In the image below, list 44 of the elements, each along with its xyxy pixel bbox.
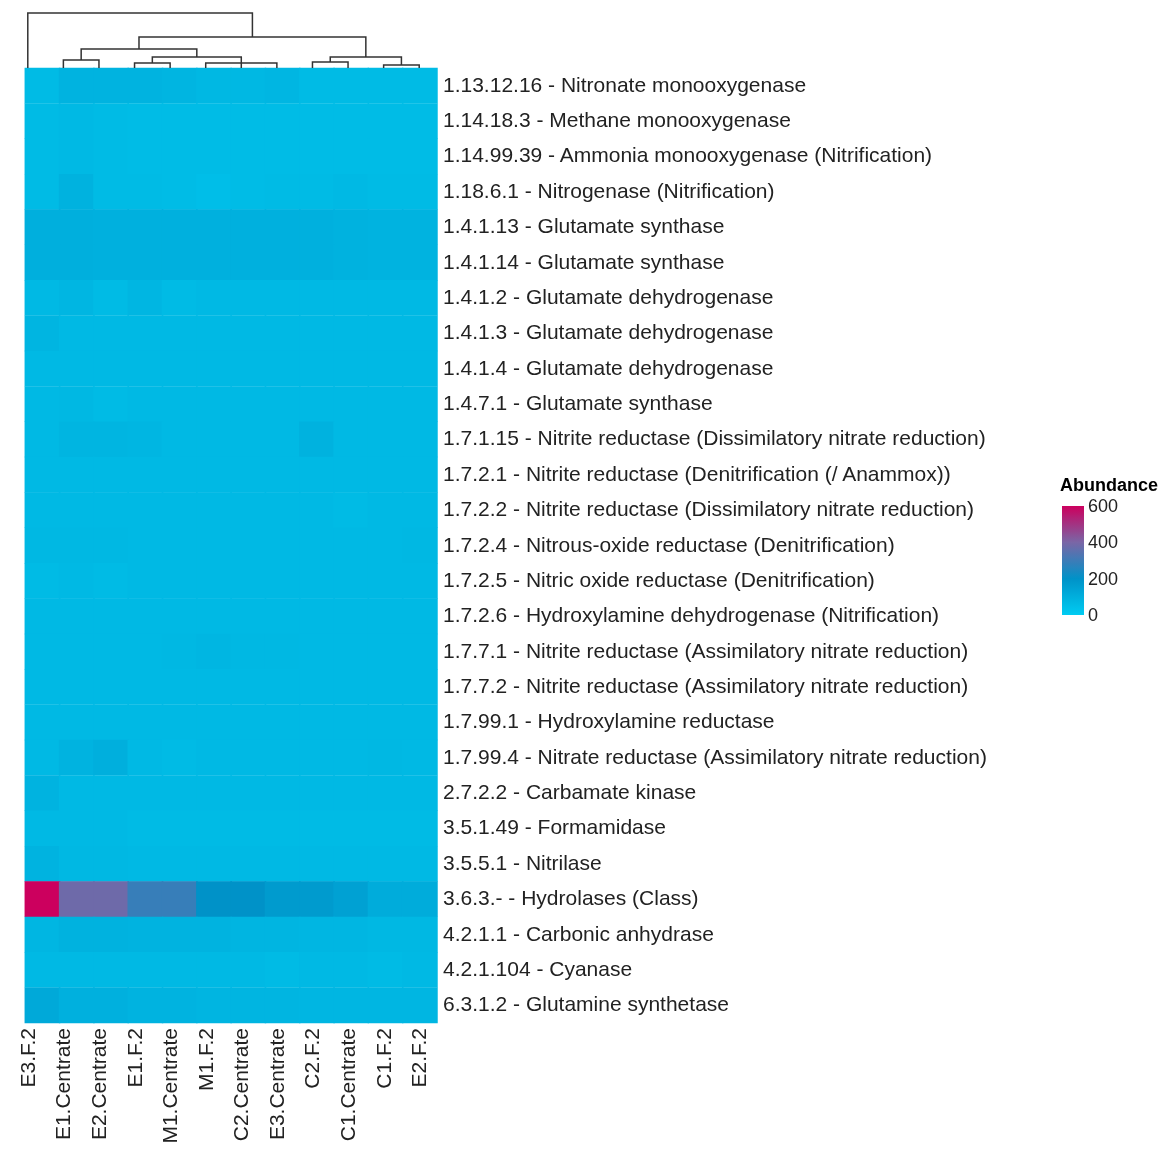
y-tick-label: 4.2.1.1 - Carbonic anhydrase <box>443 921 714 947</box>
y-tick-label: 3.5.5.1 - Nitrilase <box>443 850 602 876</box>
x-tick-label: E2.F.2 <box>407 1028 432 1088</box>
x-tick-label: E2.Centrate <box>86 1028 111 1141</box>
x-tick-label: M1.F.2 <box>193 1028 218 1092</box>
y-tick-label: 1.7.2.1 - Nitrite reductase (Denitrification (/ Anammox)) <box>443 461 951 487</box>
y-tick-label: 1.7.99.4 - Nitrate reductase (Assimilatory nitrate reduction) <box>443 744 987 770</box>
x-tick-label: E1.F.2 <box>122 1028 147 1088</box>
y-tick-label: 1.18.6.1 - Nitrogenase (Nitrification) <box>443 178 775 204</box>
y-tick-label: 1.7.2.2 - Nitrite reductase (Dissimilatory nitrate reduction) <box>443 497 975 523</box>
y-tick-label: 1.4.7.1 - Glutamate synthase <box>443 391 713 416</box>
y-tick-label: 1.7.2.4 - Nitrous-oxide reductase (Denitrification) <box>443 532 895 558</box>
y-tick-label: 1.4.1.4 - Glutamate dehydrogenase <box>443 355 774 381</box>
y-tick-label: 1.7.2.6 - Hydroxylamine dehydrogenase (Nitrification) <box>443 603 940 629</box>
y-tick-label: 3.6.3.- - Hydrolases (Class) <box>443 886 699 912</box>
x-tick-label: C2.F.2 <box>300 1028 325 1089</box>
y-tick-label: 1.13.12.16 - Nitronate monooxygenase <box>443 72 807 98</box>
x-tick-label: E3.Centrate <box>264 1028 289 1141</box>
x-tick-label: C2.Centrate <box>229 1028 254 1142</box>
color-bar-title: Abundance <box>1060 475 1159 496</box>
y-tick-label: 1.4.1.2 - Glutamate dehydrogenase <box>443 284 774 310</box>
x-tick-label: C1.F.2 <box>371 1028 396 1089</box>
y-tick-label: 3.5.1.49 - Formamidase <box>443 815 666 841</box>
y-tick-label: 1.14.99.39 - Ammonia monooxygenase (Nitrification) <box>443 143 933 169</box>
color-bar-label: 400 <box>1088 532 1119 553</box>
y-tick-label: 1.7.7.1 - Nitrite reductase (Assimilatory nitrate reduction) <box>443 638 969 664</box>
y-tick-label: 1.7.99.1 - Hydroxylamine reductase <box>443 709 775 735</box>
y-tick-label: 1.4.1.14 - Glutamate synthase <box>443 249 725 275</box>
y-tick-label: 1.14.18.3 - Methane monooxygenase <box>443 108 791 134</box>
color-bar-label: 600 <box>1088 496 1119 516</box>
y-tick-label: 6.3.1.2 - Glutamine synthetase <box>443 992 729 1018</box>
y-tick-label: 2.7.2.2 - Carbamate kinase <box>443 780 697 806</box>
x-tick-label: E1.Centrate <box>51 1028 76 1141</box>
x-tick-label: C1.Centrate <box>336 1028 361 1142</box>
y-tick-label: 1.7.1.15 - Nitrite reductase (Dissimilatory nitrate reduction) <box>443 426 986 452</box>
y-tick-label: 1.7.2.5 - Nitric oxide reductase (Denitrification) <box>443 567 875 593</box>
x-tick-label: E3.F.2 <box>15 1028 40 1088</box>
color-bar-label: 200 <box>1088 568 1119 589</box>
y-tick-label: 1.4.1.3 - Glutamate dehydrogenase <box>443 320 774 346</box>
y-tick-label: 1.7.7.2 - Nitrite reductase (Assimilatory nitrate reduction) <box>443 673 969 699</box>
y-tick-label: 1.4.1.13 - Glutamate synthase <box>443 214 725 240</box>
y-tick-label: 4.2.1.104 - Cyanase <box>443 956 633 982</box>
color-bar-label: 0 <box>1088 605 1099 625</box>
x-tick-label: M1.Centrate <box>158 1028 183 1144</box>
